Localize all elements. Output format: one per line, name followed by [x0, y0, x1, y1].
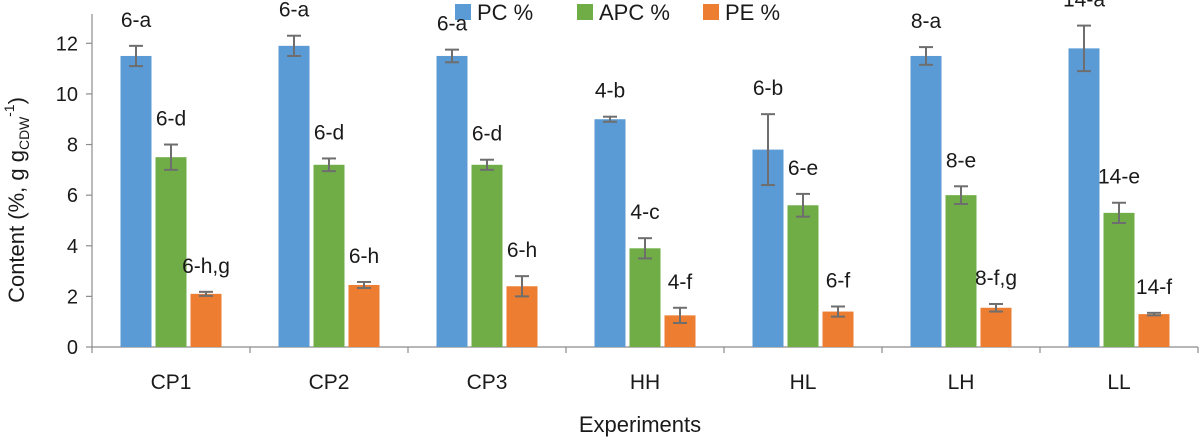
x-tick-label: LH: [948, 371, 975, 394]
data-label: 4-b: [595, 80, 625, 103]
error-bar: [445, 48, 459, 64]
legend-swatch: [577, 4, 593, 20]
error-bar: [638, 237, 652, 260]
bar: [155, 157, 187, 347]
y-axis-title: Content (%, g gCDW-1): [1, 97, 32, 303]
data-label: 8-f,g: [975, 267, 1017, 290]
legend-swatch: [703, 4, 719, 20]
y-axis-title-main: Content (%, g g: [4, 150, 29, 303]
legend-label: PC %: [477, 0, 533, 25]
error-bar: [1147, 311, 1161, 317]
data-label: 6-a: [279, 0, 310, 22]
data-label: 6-h,g: [182, 255, 230, 278]
y-tick-label: 6: [67, 185, 78, 207]
data-label: 6-d: [472, 123, 502, 146]
bar: [980, 307, 1012, 347]
data-label: 6-a: [121, 9, 152, 32]
x-axis-title: Experiments: [579, 412, 701, 437]
legend-label: PE %: [725, 0, 780, 25]
data-labels: 6-a 6-a 6-a 4-b 6-b 8-a 14-a 6-d 6-d 6-d 4-c 6-e 8-e…: [121, 0, 1172, 299]
data-label: 6-d: [156, 108, 186, 131]
error-bar: [515, 275, 529, 298]
y-tick-label: 0: [67, 337, 78, 359]
error-bar: [129, 44, 143, 68]
data-label: 14-a: [1063, 0, 1105, 12]
bar: [787, 205, 819, 347]
error-bar: [164, 143, 178, 171]
data-label: 6-f: [826, 270, 851, 293]
error-bar: [199, 290, 213, 297]
bars: [120, 45, 1170, 347]
data-label: 8-e: [946, 149, 976, 172]
bar: [436, 55, 468, 347]
legend-item: PE %: [703, 0, 780, 25]
data-label: 14-e: [1098, 166, 1140, 189]
error-bar: [673, 306, 687, 324]
bar: [1103, 212, 1135, 347]
bar: [313, 164, 345, 347]
error-bar: [761, 113, 775, 187]
bar: [594, 119, 626, 347]
error-bars: [129, 24, 1161, 324]
data-label: 6-a: [437, 13, 468, 36]
bar: [1068, 48, 1100, 347]
error-bar: [322, 157, 336, 173]
error-bar: [357, 280, 371, 290]
bar: [910, 55, 942, 347]
y-tick-label: 4: [67, 236, 78, 258]
bar: [348, 284, 380, 347]
error-bar: [480, 158, 494, 171]
y-tick-label: 8: [67, 135, 78, 157]
error-bar: [287, 34, 301, 57]
bar: [629, 248, 661, 347]
x-tick-label: CP1: [151, 371, 192, 394]
data-label: 14-f: [1136, 276, 1172, 299]
bar: [190, 293, 222, 347]
x-axis: CP1 CP2 CP3 HH HL LH LL: [91, 346, 1199, 394]
data-label: 4-c: [630, 201, 659, 224]
y-tick-label: 2: [67, 286, 78, 308]
error-bar: [1077, 24, 1091, 73]
legend-swatch: [455, 4, 471, 20]
y-tick-label: 12: [56, 33, 78, 55]
legend: PC % APC % PE %: [455, 0, 780, 25]
data-label: 6-h: [349, 245, 379, 268]
bar: [278, 45, 310, 347]
bar: [471, 164, 503, 347]
y-axis-title-subscript: CDW: [16, 116, 32, 150]
bar: [1138, 314, 1170, 347]
x-tick-label: CP2: [309, 371, 350, 394]
error-bar: [989, 302, 1003, 313]
legend-item: APC %: [577, 0, 670, 25]
y-axis-title-close: ): [4, 97, 29, 104]
legend-label: APC %: [599, 0, 670, 25]
error-bar: [831, 305, 845, 318]
error-bar: [919, 46, 933, 66]
data-label: 6-e: [788, 157, 818, 180]
x-tick-label: HL: [790, 371, 817, 394]
x-tick-label: CP3: [467, 371, 508, 394]
x-tick-label: HH: [630, 371, 660, 394]
data-label: 6-h: [507, 239, 537, 262]
data-label: 8-a: [911, 10, 942, 33]
y-axis: 0 2 4 6 8 10 12: [56, 14, 93, 359]
y-axis-title-superscript: -1: [1, 104, 17, 117]
data-label: 6-b: [753, 77, 783, 100]
error-bar: [954, 185, 968, 206]
bar: [945, 195, 977, 347]
x-tick-label: LL: [1107, 371, 1130, 394]
legend-item: PC %: [455, 0, 533, 25]
y-tick-label: 10: [56, 84, 78, 106]
bar: [120, 55, 152, 347]
error-bar: [796, 192, 810, 218]
data-label: 6-d: [314, 121, 344, 144]
data-label: 4-f: [668, 271, 693, 294]
error-bar: [1112, 201, 1126, 224]
error-bar: [603, 115, 617, 123]
